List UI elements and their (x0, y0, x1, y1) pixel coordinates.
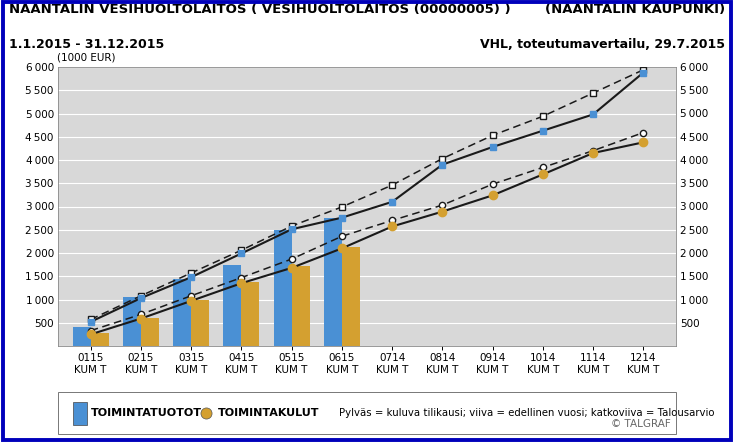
FancyBboxPatch shape (58, 392, 676, 434)
Text: NAANTALIN VESIHUOLTOLAITOS ( VESIHUOLTOLAITOS (00000005) ): NAANTALIN VESIHUOLTOLAITOS ( VESIHUOLTOL… (9, 3, 510, 15)
Bar (291, 266, 310, 346)
Text: (1000 EUR): (1000 EUR) (57, 53, 116, 63)
Text: TOIMINTAKULUT: TOIMINTAKULUT (217, 408, 319, 418)
Text: Pylväs = kuluva tilikausi; viiva = edellinen vuosi; katkoviiva = Talousarvio: Pylväs = kuluva tilikausi; viiva = edell… (339, 408, 715, 418)
Bar (241, 282, 260, 346)
Text: (NAANTALIN KAUPUNKI): (NAANTALIN KAUPUNKI) (545, 3, 725, 15)
Bar (73, 328, 91, 346)
Text: 1.1.2015 - 31.12.2015: 1.1.2015 - 31.12.2015 (9, 38, 164, 50)
Text: VHL, toteutumavertailu, 29.7.2015: VHL, toteutumavertailu, 29.7.2015 (480, 38, 725, 50)
Bar (342, 247, 360, 346)
Bar (123, 297, 141, 346)
Bar (324, 218, 342, 346)
Bar (223, 265, 241, 346)
Bar (191, 301, 209, 346)
Bar (274, 230, 291, 346)
Bar (173, 278, 191, 346)
Bar (141, 318, 159, 346)
Text: © TALGRAF: © TALGRAF (611, 419, 671, 429)
Bar (73, 402, 87, 425)
Bar (91, 333, 109, 346)
Text: TOIMINTATUOTOT: TOIMINTATUOTOT (91, 408, 202, 418)
